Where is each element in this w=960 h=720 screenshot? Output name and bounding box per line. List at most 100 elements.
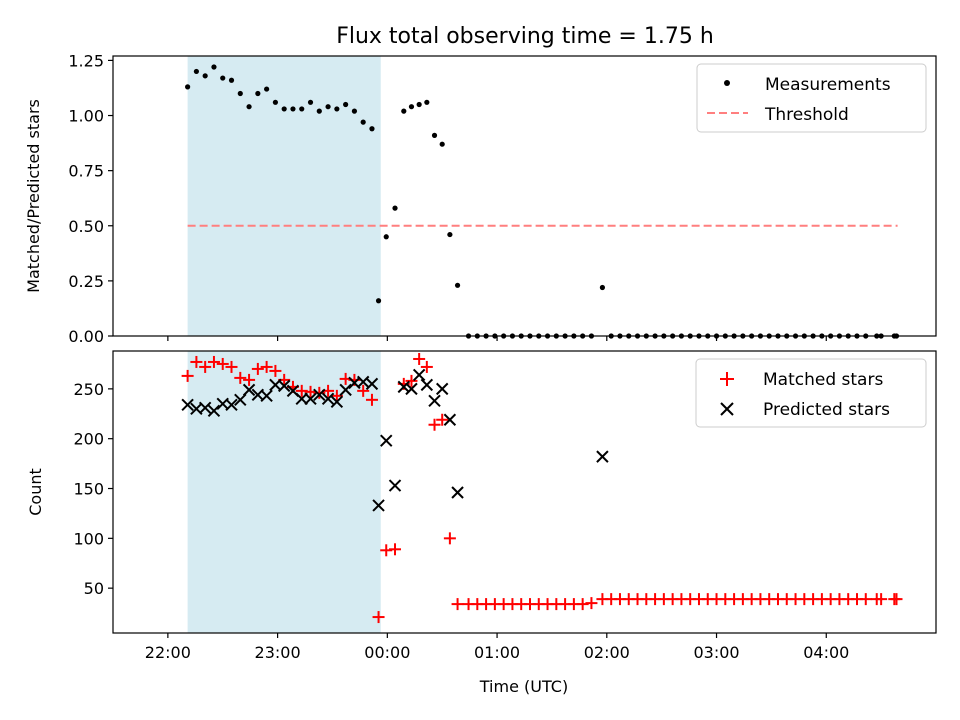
measurement-point [369,126,375,132]
x-tick-label: 01:00 [474,643,520,662]
matched-star-point [234,371,247,384]
predicted-star-point [365,377,379,391]
measurement-point [343,101,349,108]
matched-star-point [420,360,433,373]
x-tick-label: 03:00 [693,643,739,662]
observing-window-shade-top [187,56,381,336]
matched-star-point [451,598,464,611]
predicted-star-point [260,389,273,403]
predicted-star-point [388,479,402,492]
measurement-point [383,234,389,240]
measurement-point [431,132,438,138]
matched-star-point [372,611,385,624]
measurement-point [447,231,453,238]
matched-star-point [405,374,418,387]
legend-predicted-label: Predicted stars [763,400,890,420]
top-legend: Measurements Threshold [696,63,927,133]
matched-star-point [859,593,872,606]
predicted-star-point [321,392,335,406]
measurement-point [307,99,314,105]
x-tick-label: 23:00 [255,643,301,662]
predicted-star-point [304,392,317,406]
legend-threshold-label: Threshold [764,105,849,125]
top-y-tick-label: 1.00 [68,107,104,126]
top-y-axis-label: Matched/Predicted stars [24,99,43,293]
predicted-star-point [339,383,352,397]
legend-measurements-label: Measurements [765,75,891,95]
predicted-star-point [242,383,256,397]
matched-star-point [216,357,229,370]
bottom-panel: 50 100 150 200 250 22:00 23:00 00:00 01:00 02:00… [26,350,937,696]
measurement-point [185,84,191,90]
legend-matched-label: Matched stars [763,370,883,390]
top-axes-frame [112,55,937,337]
matched-star-point [443,532,456,545]
measurement-point [360,119,366,125]
x-tick-label: 00:00 [364,643,410,662]
observing-window-shade-bottom [187,351,381,633]
bottom-y-axis-label: Count [26,468,45,516]
predicted-star-point [372,499,385,512]
predicted-star-point [451,486,464,499]
matched-star-point [251,362,264,375]
measurement-point [375,298,382,304]
matched-star-point [890,593,903,606]
measurement-point [193,68,199,75]
x-tick-label: 04:00 [803,643,849,662]
x-tick-label: 22:00 [145,643,191,662]
measurement-point [299,106,305,112]
matched-star-point [269,364,282,377]
matched-star-point [207,355,220,368]
bottom-y-tick-label: 100 [73,529,104,548]
matched-star-point [199,360,212,373]
measurement-point [281,106,287,112]
bottom-axes-frame [112,350,937,634]
measurement-point [316,108,322,114]
matched-star-point [875,593,888,606]
measurement-point [290,106,296,112]
measurement-point [202,73,208,79]
matched-star-point [357,384,370,397]
legend-matched-marker [720,372,734,386]
measurement-point [237,90,243,97]
measurement-point [264,86,270,92]
top-y-tick-label: 0.00 [68,327,104,346]
predicted-star-point [443,413,457,426]
measurement-point [454,282,461,288]
measurement-point [401,108,407,114]
measurement-point [255,90,261,97]
predicted-star-point [225,398,238,412]
predicted-star-point [412,368,426,382]
measurement-point [334,106,340,112]
x-tick-label: 02:00 [584,643,630,662]
predicted-star-point [198,401,212,415]
bottom-y-tick-label: 150 [73,480,104,499]
predicted-star-point [295,392,308,406]
predicted-star-point [405,382,418,396]
matched-star-point [243,373,256,386]
bottom-y-tick-label: 250 [73,380,104,399]
chart-title: Flux total observing time = 1.75 h [336,24,714,49]
matched-star-point [225,360,238,373]
matched-star-point [260,360,273,373]
measurement-point [246,104,252,110]
measurement-point [211,64,217,70]
measurement-point [424,99,430,105]
matched-star-point [389,543,402,556]
top-y-tick-label: 0.50 [68,217,104,236]
measurement-point [439,141,445,147]
predicted-star-point [234,393,247,407]
matched-star-point [585,597,598,610]
predicted-star-point [435,382,449,396]
matched-star-point [428,418,441,431]
predicted-star-point [207,404,221,417]
matched-star-point [365,393,378,406]
bottom-legend: Matched stars Predicted stars [695,358,927,428]
predicted-star-point [380,434,393,447]
bottom-y-tick-label: 50 [84,579,104,598]
measurement-point [272,99,279,105]
matched-star-point [413,352,426,365]
top-y-tick-label: 1.25 [68,51,104,70]
measurement-point [325,104,331,110]
matched-star-point [190,355,203,368]
